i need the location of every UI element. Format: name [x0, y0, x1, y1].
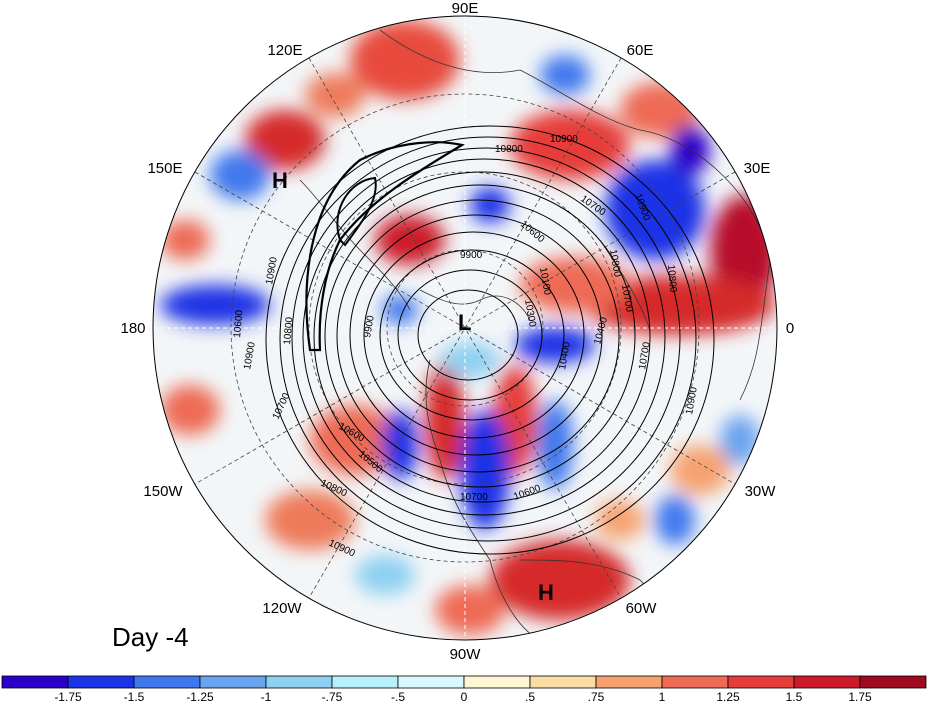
colorbar-swatch: [661, 675, 729, 689]
coastlines: [299, 29, 771, 640]
contour-label: 10700: [619, 284, 635, 314]
lon-label-30w: 30W: [745, 483, 777, 500]
colorbar-swatch: [859, 675, 927, 689]
contour-label: 10900: [264, 256, 280, 286]
lon-label-90w: 90W: [450, 646, 482, 663]
lon-label-30e: 30E: [744, 160, 771, 177]
lon-label-120w: 120W: [262, 600, 302, 617]
colorbar-tick-label: 0: [461, 690, 468, 702]
lon-label-0: 0: [786, 320, 794, 337]
colorbar-tick-label: -1.5: [124, 690, 145, 702]
contour-label: 10800: [607, 249, 623, 279]
contour-label: 10300: [522, 299, 538, 329]
colorbar-tick-label: 1.5: [786, 690, 803, 702]
contour-label: 10100: [537, 267, 553, 297]
colorbar-swatch: [265, 675, 333, 689]
panel-label: Day -4: [112, 622, 189, 652]
colorbar-swatch: [727, 675, 795, 689]
lon-label-150e: 150E: [147, 160, 182, 177]
lon-label-150w: 150W: [143, 483, 183, 500]
longitude-labels: 90E 60E 30E 0 30W 60W 90W 120W 150W 180 …: [120, 0, 794, 663]
colorbar-tick-label: .5: [525, 690, 535, 702]
colorbar-swatch: [793, 675, 861, 689]
lon-label-120e: 120E: [267, 42, 302, 59]
map-border: [152, 15, 778, 641]
colorbar-tick-label: -1: [261, 690, 272, 702]
colorbar-swatch: [397, 675, 465, 689]
contour-label: 10900: [242, 341, 258, 371]
contour-label: 10800: [495, 144, 523, 155]
lon-label-60w: 60W: [626, 600, 658, 617]
colorbar-swatch: [529, 675, 597, 689]
contour-label: 10800: [282, 316, 295, 345]
high-pressure-label: H: [538, 580, 554, 605]
lon-label-180: 180: [120, 320, 145, 337]
colorbar-tick-label: .75: [588, 690, 605, 702]
contour-label: 10700: [460, 492, 488, 503]
colorbar-swatch: [331, 675, 399, 689]
high-pressure-label: H: [272, 168, 288, 193]
colorbar-swatch: [199, 675, 267, 689]
anomaly-shading: [160, 20, 777, 635]
contour-label: 9900: [362, 314, 377, 338]
colorbar-tick-label: 1.25: [716, 690, 740, 702]
contour-label: 10600: [232, 309, 245, 338]
lon-label-90e: 90E: [452, 0, 479, 17]
height-contours: [265, 125, 715, 555]
colorbar-swatch: [595, 675, 663, 689]
colorbar-swatch: [1, 675, 69, 689]
contour-label: 9900: [460, 250, 483, 261]
colorbar: -1.75 -1.5 -1.25 -1 -.75 -.5 0 .5 .75 1 1.25 1.5 1.7…: [1, 675, 927, 702]
colorbar-tick-label: 1: [659, 690, 666, 702]
colorbar-tick-label: 1.75: [848, 690, 872, 702]
colorbar-tick-label: -.75: [322, 690, 343, 702]
colorbar-swatch: [133, 675, 201, 689]
colorbar-tick-label: -.5: [391, 690, 405, 702]
lon-label-60e: 60E: [627, 42, 654, 59]
colorbar-tick-label: -1.25: [186, 690, 214, 702]
colorbar-tick-label: -1.75: [54, 690, 82, 702]
contour-label: 10700: [637, 341, 653, 371]
contour-label: 10800: [665, 264, 678, 293]
low-pressure-label: L: [458, 310, 471, 335]
colorbar-swatch: [463, 675, 531, 689]
contour-label: 10400: [557, 341, 573, 371]
contour-label: 10900: [550, 134, 578, 145]
colorbar-swatch: [67, 675, 135, 689]
contour-label: 10900: [684, 386, 700, 416]
